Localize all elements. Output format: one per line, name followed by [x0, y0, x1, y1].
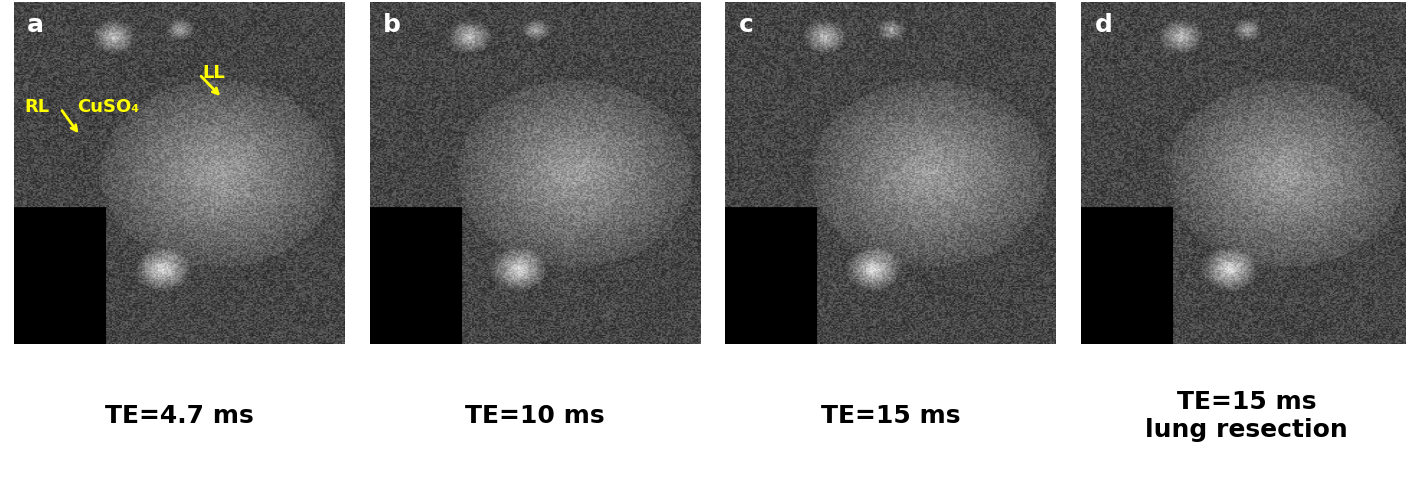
Text: c: c	[738, 12, 754, 37]
Text: b: b	[382, 12, 401, 37]
Text: LL: LL	[202, 64, 225, 82]
Text: TE=4.7 ms: TE=4.7 ms	[105, 404, 253, 428]
Text: d: d	[1094, 12, 1112, 37]
Text: a: a	[27, 12, 44, 37]
Text: TE=10 ms: TE=10 ms	[465, 404, 605, 428]
Text: CuSO₄: CuSO₄	[77, 98, 139, 116]
Text: TE=15 ms
lung resection: TE=15 ms lung resection	[1144, 390, 1348, 442]
Text: TE=15 ms: TE=15 ms	[821, 404, 960, 428]
Text: RL: RL	[24, 98, 49, 116]
